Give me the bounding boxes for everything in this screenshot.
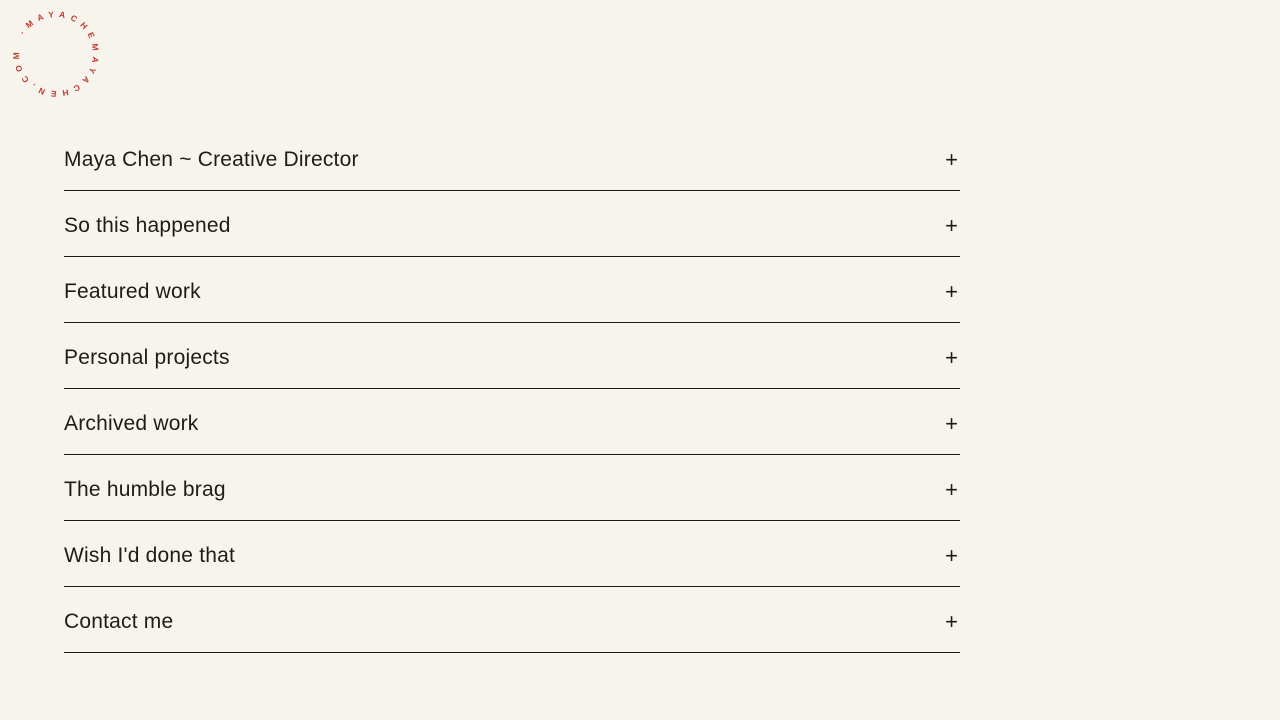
plus-icon[interactable]: + <box>945 147 958 172</box>
logo-circular-text: ·MAYACHEMAYACHEN.COM <box>12 10 100 98</box>
accordion-item-label: Personal projects <box>64 346 230 369</box>
accordion-item-label: The humble brag <box>64 478 226 501</box>
plus-icon[interactable]: + <box>945 279 958 304</box>
plus-icon[interactable]: + <box>945 543 958 568</box>
plus-icon[interactable]: + <box>945 477 958 502</box>
accordion-item-the-humble-brag[interactable]: The humble brag + <box>64 455 960 521</box>
accordion-item-label: Maya Chen ~ Creative Director <box>64 148 359 171</box>
accordion-item-contact-me[interactable]: Contact me + <box>64 587 960 653</box>
accordion-item-so-this-happened[interactable]: So this happened + <box>64 191 960 257</box>
accordion-item-label: So this happened <box>64 214 231 237</box>
accordion-item-featured-work[interactable]: Featured work + <box>64 257 960 323</box>
circular-logo[interactable]: ·MAYACHEMAYACHEN.COM <box>12 10 100 98</box>
accordion-item-maya-chen[interactable]: Maya Chen ~ Creative Director + <box>64 125 960 191</box>
accordion-item-personal-projects[interactable]: Personal projects + <box>64 323 960 389</box>
plus-icon[interactable]: + <box>945 609 958 634</box>
plus-icon[interactable]: + <box>945 345 958 370</box>
accordion-item-label: Archived work <box>64 412 199 435</box>
accordion-item-label: Featured work <box>64 280 201 303</box>
accordion-item-label: Wish I'd done that <box>64 544 236 567</box>
accordion-item-label: Contact me <box>64 610 174 633</box>
accordion-item-archived-work[interactable]: Archived work + <box>64 389 960 455</box>
plus-icon[interactable]: + <box>945 411 958 436</box>
accordion-menu: Maya Chen ~ Creative Director + So this … <box>64 125 960 653</box>
accordion-item-wish-id-done-that[interactable]: Wish I'd done that + <box>64 521 960 587</box>
plus-icon[interactable]: + <box>945 213 958 238</box>
